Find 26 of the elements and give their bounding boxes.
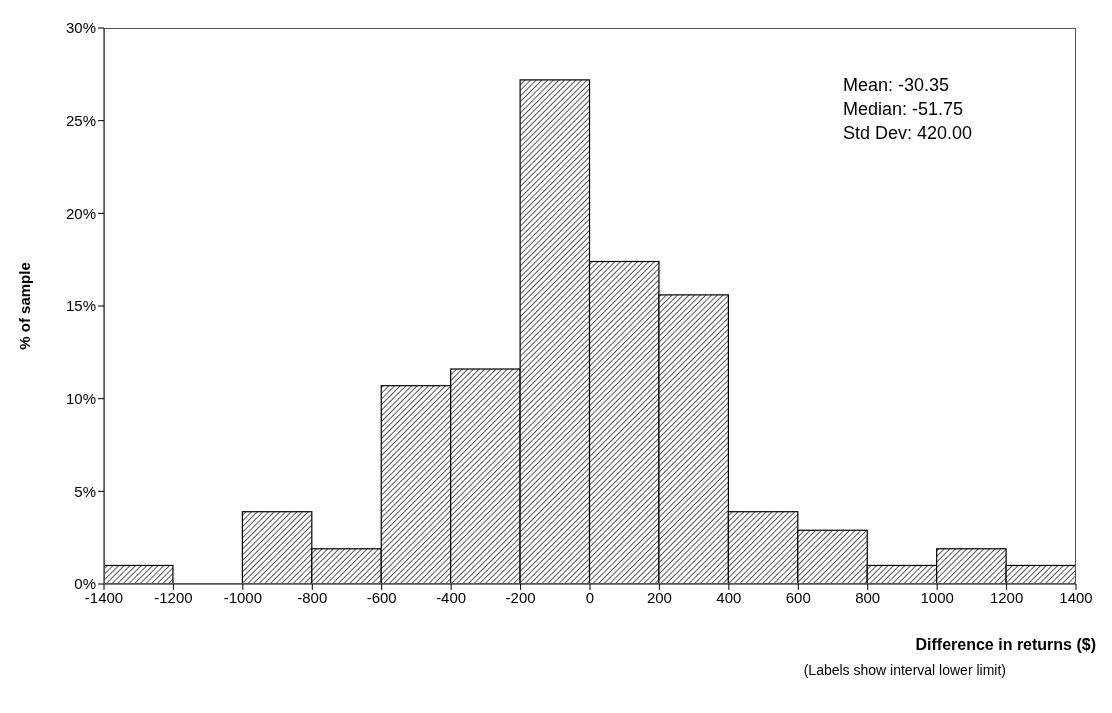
- x-tick-label: 0: [585, 588, 595, 606]
- y-tick-label: 15%: [65, 297, 96, 315]
- x-tick-label: 1400: [1059, 588, 1093, 606]
- text: (Labels show interval lower limit): [803, 662, 1006, 678]
- x-tick-label: 400: [716, 588, 742, 606]
- annotation: Std Dev: 420.00: [843, 122, 973, 145]
- annotation: Mean: -30.35: [843, 74, 951, 97]
- y-tick-label: 25%: [65, 111, 96, 129]
- y-axis-title: % of sample: [16, 262, 34, 350]
- x-tick-label: -800: [297, 588, 328, 606]
- x-tick-label: -400: [436, 588, 467, 606]
- y-tick-label: 10%: [65, 389, 96, 407]
- x-tick-label: -1200: [154, 588, 193, 606]
- x-tick-label: 600: [785, 588, 811, 606]
- x-tick-label: -1000: [223, 588, 263, 606]
- x-axis-title: Difference in returns ($): [914, 636, 1096, 654]
- x-tick-label: -200: [505, 588, 536, 606]
- x-tick-label: -600: [366, 588, 397, 606]
- x-tick-label: 800: [855, 588, 881, 606]
- y-tick-label: 30%: [65, 19, 96, 37]
- y-tick-label: 20%: [65, 204, 96, 222]
- x-tick-label: 1200: [989, 588, 1024, 606]
- x-tick-label: 200: [646, 588, 672, 606]
- y-tick-label: 5%: [74, 482, 96, 500]
- x-tick-label: 1000: [920, 588, 954, 606]
- annotation: Median: -51.75: [843, 98, 965, 121]
